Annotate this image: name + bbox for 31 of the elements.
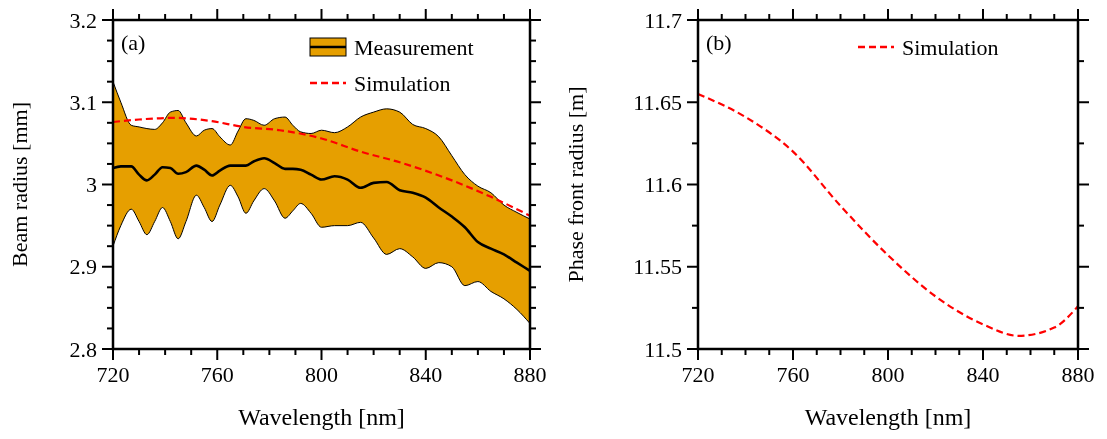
x-tick-label: 760 — [776, 362, 810, 387]
y-tick-label: 2.8 — [69, 336, 97, 362]
x-tick-label: 880 — [513, 362, 547, 387]
line-series — [698, 92, 1078, 337]
y-tick-label: 3 — [86, 172, 97, 198]
y-tick-label: 11.7 — [644, 7, 682, 33]
x-axis-title: Wavelength [nm] — [804, 404, 972, 430]
legend-label: Measurement — [354, 34, 474, 60]
legend-label: Simulation — [354, 70, 451, 96]
x-tick-label: 760 — [200, 362, 234, 387]
y-axis-title: Beam radius [mm] — [7, 102, 32, 267]
y-tick-label: 3.2 — [69, 7, 97, 33]
y-axis-title: Phase front radius [m] — [563, 86, 588, 283]
annotation: (b) — [706, 30, 732, 55]
y-tick-label: 11.5 — [644, 336, 682, 362]
x-tick-label: 840 — [409, 362, 443, 387]
x-tick-label: 800 — [305, 362, 338, 387]
x-tick-label: 800 — [871, 362, 905, 387]
x-tick-label: 720 — [681, 362, 715, 387]
y-tick-label: 3.1 — [69, 89, 97, 115]
y-tick-label: 2.9 — [69, 254, 97, 280]
x-tick-label: 840 — [966, 362, 1000, 387]
y-tick-label: 11.55 — [633, 254, 682, 280]
y-tick-label: 11.6 — [644, 172, 682, 198]
legend-label: Simulation — [902, 34, 999, 60]
y-tick-label: 11.65 — [633, 89, 682, 115]
x-axis-title: Wavelength [nm] — [238, 404, 405, 430]
x-tick-label: 880 — [1061, 362, 1095, 387]
x-tick-label: 720 — [96, 362, 130, 387]
line-series — [113, 116, 530, 217]
annotation: (a) — [121, 30, 146, 55]
